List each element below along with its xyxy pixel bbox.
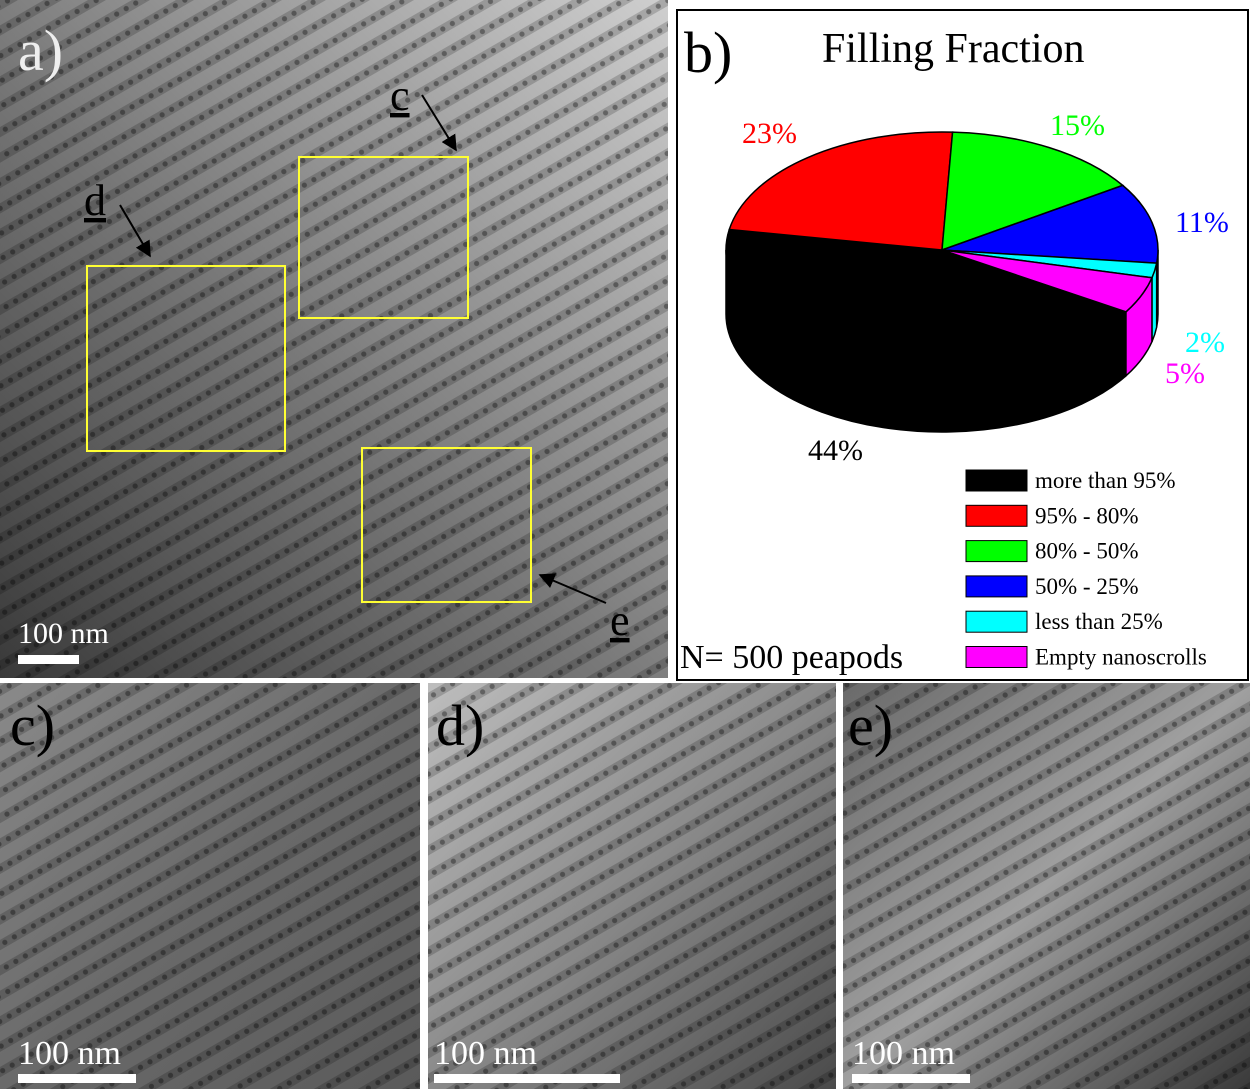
tem-texture xyxy=(428,683,836,1089)
scale-bar xyxy=(18,655,79,664)
annotation: N= 500 peapods xyxy=(680,639,903,676)
box-label: d xyxy=(84,176,106,225)
tem-texture xyxy=(843,683,1250,1089)
panel-a: a) c d e 100 nm xyxy=(0,0,668,678)
legend-swatch xyxy=(966,505,1027,526)
legend-swatch xyxy=(966,576,1027,597)
data-label: 11% xyxy=(1175,206,1229,239)
scale-bar xyxy=(434,1074,620,1083)
panel-b: b) Filling Fraction N= 500 peapods 44% 23… xyxy=(677,10,1248,680)
tem-texture xyxy=(0,0,668,678)
data-label: 2% xyxy=(1185,326,1225,359)
data-label: 44% xyxy=(808,434,863,467)
legend-label: more than 95% xyxy=(1035,468,1176,493)
data-label: 23% xyxy=(742,117,797,150)
legend-label: 50% - 25% xyxy=(1035,574,1138,599)
scale-bar xyxy=(852,1074,970,1083)
legend-label: less than 25% xyxy=(1035,609,1163,634)
legend-label: 80% - 50% xyxy=(1035,539,1138,564)
legend-swatch xyxy=(966,541,1027,562)
legend-label: 95% - 80% xyxy=(1035,503,1138,528)
scale-bar-label: 100 nm xyxy=(18,1035,121,1072)
legend-swatch xyxy=(966,647,1027,668)
scale-bar-label: 100 nm xyxy=(434,1035,537,1072)
figure: a) c d e 100 nm b) Filling Fraction N= 5… xyxy=(0,0,1250,1089)
scale-bar-label: 100 nm xyxy=(18,617,109,650)
panel-e: e) 100 nm xyxy=(843,683,1250,1089)
box-label: c xyxy=(390,71,410,120)
scale-bar xyxy=(18,1074,136,1083)
panel-d: d) 100 nm xyxy=(428,683,836,1089)
panel-label: b) xyxy=(684,20,732,85)
panel-label: a) xyxy=(18,18,63,83)
box-label: e xyxy=(610,596,630,645)
panel-c: c) 100 nm xyxy=(0,683,420,1089)
data-label: 15% xyxy=(1050,109,1105,142)
scale-bar-label: 100 nm xyxy=(852,1035,955,1072)
legend-swatch xyxy=(966,470,1027,491)
tem-texture xyxy=(0,683,420,1089)
chart-title: Filling Fraction xyxy=(822,26,1085,72)
panel-label: c) xyxy=(10,693,55,758)
data-label: 5% xyxy=(1165,357,1205,390)
page: { "panel_a": {"label": "a)", "box_labels… xyxy=(0,0,1250,1089)
panel-label: e) xyxy=(848,693,893,758)
legend-label: Empty nanoscrolls xyxy=(1035,645,1207,670)
legend-swatch xyxy=(966,611,1027,632)
panel-label: d) xyxy=(436,693,484,758)
